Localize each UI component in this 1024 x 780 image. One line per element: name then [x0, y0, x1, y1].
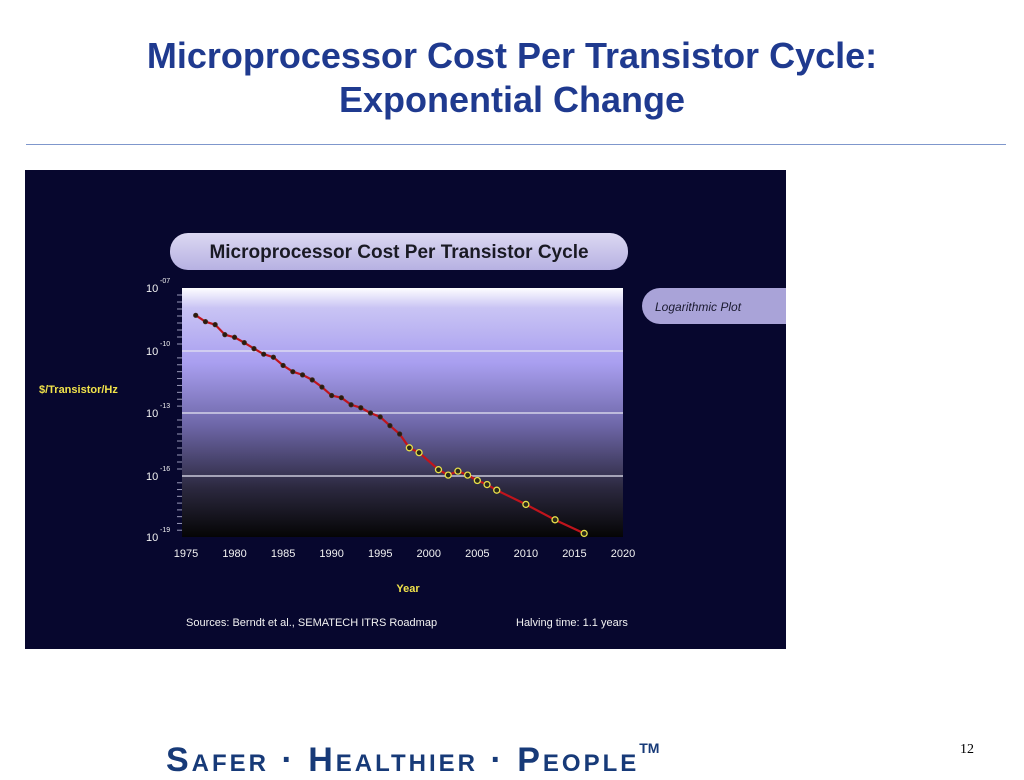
data-point	[444, 471, 452, 479]
series-group	[193, 312, 588, 538]
y-tick-label: 10	[146, 283, 158, 295]
y-tick-label: 10	[146, 408, 158, 420]
footer-brand-text: Safer · Healthier · People	[166, 741, 640, 779]
title-divider	[26, 144, 1006, 145]
footer-trademark: TM	[639, 740, 660, 756]
data-point	[193, 312, 199, 318]
y-minor-ticks	[177, 294, 182, 531]
data-point	[329, 392, 335, 399]
y-tick-exponent: -16	[160, 466, 170, 473]
data-point	[377, 414, 383, 420]
x-tick-label: 1980	[222, 548, 246, 560]
x-tick-label: 1985	[271, 548, 295, 560]
x-tick-label: 2010	[514, 548, 538, 560]
data-point	[367, 410, 374, 416]
data-point	[580, 529, 588, 538]
y-tick-exponent: -07	[160, 278, 170, 285]
y-axis-label: $/Transistor/Hz	[39, 384, 118, 396]
data-point	[290, 369, 296, 375]
data-point	[493, 486, 501, 494]
x-tick-label: 2015	[562, 548, 586, 560]
data-point	[319, 384, 325, 390]
annotation-pill	[642, 288, 786, 324]
data-point	[434, 466, 443, 474]
y-tick-exponent: -19	[160, 527, 170, 534]
data-point	[280, 362, 286, 369]
chart-svg: Microprocessor Cost Per Transistor Cycle…	[39, 233, 786, 629]
data-point	[522, 500, 530, 509]
data-point	[309, 377, 315, 383]
data-point	[483, 480, 491, 489]
data-point	[551, 516, 559, 524]
chart-title-pill	[170, 233, 628, 270]
y-tick-exponent: -10	[160, 341, 170, 348]
y-tick-exponent: -13	[160, 403, 170, 410]
data-point	[299, 372, 306, 378]
data-point	[212, 322, 218, 328]
y-tick-label: 10	[146, 532, 158, 544]
data-point	[241, 340, 247, 346]
series-line	[195, 314, 585, 535]
data-point	[251, 346, 257, 352]
data-point	[454, 467, 462, 475]
gridlines	[182, 350, 623, 477]
data-point	[338, 395, 344, 401]
data-point	[397, 431, 403, 437]
data-point	[405, 444, 414, 452]
data-point	[231, 334, 238, 340]
footer-brand: Safer · Healthier · PeopleTM	[166, 728, 659, 780]
data-point	[348, 402, 354, 408]
data-point	[261, 351, 267, 357]
page-number: 12	[960, 742, 974, 757]
data-point	[202, 319, 209, 325]
data-point	[415, 448, 423, 457]
annotation-label: Logarithmic Plot	[655, 300, 742, 314]
data-point	[270, 354, 276, 360]
x-tick-labels: 1975 1980 1985 1990 1995 2000 2005 2010 2015 2020	[174, 548, 635, 560]
halving-note: Halving time: 1.1 years	[516, 617, 628, 629]
source-note: Sources: Berndt et al., SEMATECH ITRS Ro…	[186, 617, 437, 629]
x-tick-label: 1990	[319, 548, 343, 560]
x-tick-label: 2005	[465, 548, 489, 560]
y-tick-label: 10	[146, 471, 158, 483]
x-tick-label: 1995	[368, 548, 392, 560]
slide-title-line2: Exponential Change	[338, 79, 686, 120]
data-point	[387, 423, 393, 429]
data-point	[222, 332, 228, 338]
x-tick-label: 2000	[417, 548, 441, 560]
y-tick-label: 10	[146, 346, 158, 358]
x-axis-label: Year	[396, 583, 420, 595]
data-point	[358, 405, 364, 411]
chart-title: Microprocessor Cost Per Transistor Cycle	[209, 242, 588, 263]
x-tick-label: 1975	[174, 548, 198, 560]
data-point	[463, 471, 472, 479]
chart-panel: Microprocessor Cost Per Transistor Cycle…	[25, 170, 786, 649]
x-tick-label: 2020	[611, 548, 635, 560]
data-point	[473, 476, 481, 485]
slide-title-line1: Microprocessor Cost Per Transistor Cycle…	[146, 35, 878, 76]
slide-title: Microprocessor Cost Per Transistor Cycle…	[0, 34, 1024, 122]
